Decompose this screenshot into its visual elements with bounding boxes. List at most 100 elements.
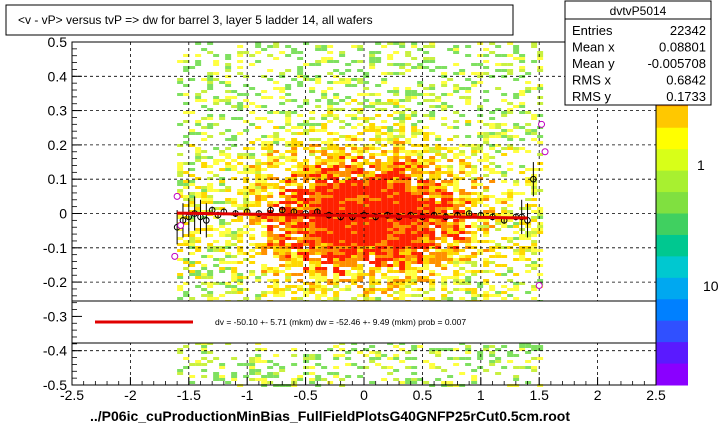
density-cell bbox=[255, 189, 262, 192]
density-cell bbox=[483, 261, 490, 264]
density-cell bbox=[423, 45, 430, 48]
density-cell bbox=[393, 189, 400, 192]
density-cell bbox=[261, 183, 268, 186]
density-cell bbox=[285, 231, 292, 234]
density-cell bbox=[399, 348, 406, 351]
density-cell bbox=[357, 240, 364, 243]
density-cell bbox=[429, 351, 436, 354]
density-cell bbox=[315, 198, 322, 201]
density-cell bbox=[303, 201, 310, 204]
density-cell bbox=[495, 108, 502, 111]
density-cell bbox=[333, 69, 340, 72]
density-cell bbox=[363, 249, 370, 252]
density-cell bbox=[441, 222, 448, 225]
density-cell bbox=[477, 219, 484, 222]
density-cell bbox=[273, 372, 280, 375]
density-cell bbox=[483, 240, 490, 243]
density-cell bbox=[327, 348, 334, 351]
density-cell bbox=[465, 225, 472, 228]
density-cell bbox=[315, 225, 322, 228]
density-cell bbox=[393, 183, 400, 186]
density-cell bbox=[231, 276, 238, 279]
density-cell bbox=[363, 255, 370, 258]
density-cell bbox=[423, 150, 430, 153]
density-cell bbox=[291, 153, 298, 156]
density-cell bbox=[369, 204, 376, 207]
density-cell bbox=[405, 207, 412, 210]
density-cell bbox=[471, 201, 478, 204]
density-cell bbox=[435, 183, 442, 186]
density-cell bbox=[219, 378, 226, 381]
density-cell bbox=[327, 138, 334, 141]
density-cell bbox=[459, 165, 466, 168]
density-cell bbox=[291, 285, 298, 288]
density-cell bbox=[309, 87, 316, 90]
density-cell bbox=[309, 258, 316, 261]
density-cell bbox=[417, 198, 424, 201]
density-cell bbox=[237, 189, 244, 192]
density-cell bbox=[261, 249, 268, 252]
density-cell bbox=[519, 93, 526, 96]
density-cell bbox=[471, 204, 478, 207]
density-cell bbox=[471, 72, 478, 75]
density-cell bbox=[495, 165, 502, 168]
density-cell bbox=[213, 357, 220, 360]
density-cell bbox=[237, 240, 244, 243]
density-cell bbox=[399, 234, 406, 237]
density-cell bbox=[249, 153, 256, 156]
density-cell bbox=[285, 177, 292, 180]
density-cell bbox=[513, 375, 520, 378]
density-cell bbox=[249, 366, 256, 369]
density-cell bbox=[393, 264, 400, 267]
density-cell bbox=[441, 153, 448, 156]
density-cell bbox=[351, 249, 358, 252]
density-cell bbox=[351, 363, 358, 366]
density-cell bbox=[321, 96, 328, 99]
density-cell bbox=[381, 249, 388, 252]
density-cell bbox=[237, 51, 244, 54]
density-cell bbox=[345, 252, 352, 255]
density-cell bbox=[273, 354, 280, 357]
density-cell bbox=[399, 144, 406, 147]
density-cell bbox=[393, 135, 400, 138]
density-cell bbox=[489, 117, 496, 120]
density-cell bbox=[255, 243, 262, 246]
density-cell bbox=[417, 228, 424, 231]
density-cell bbox=[291, 192, 298, 195]
density-cell bbox=[369, 297, 376, 300]
density-cell bbox=[435, 192, 442, 195]
density-cell bbox=[429, 162, 436, 165]
density-cell bbox=[243, 210, 250, 213]
density-cell bbox=[375, 279, 382, 282]
density-cell bbox=[231, 255, 238, 258]
density-cell bbox=[369, 237, 376, 240]
density-cell bbox=[369, 186, 376, 189]
density-cell bbox=[399, 66, 406, 69]
density-cell bbox=[333, 375, 340, 378]
density-cell bbox=[273, 234, 280, 237]
density-cell bbox=[411, 267, 418, 270]
density-cell bbox=[279, 138, 286, 141]
density-cell bbox=[465, 144, 472, 147]
density-cell bbox=[471, 255, 478, 258]
density-cell bbox=[369, 189, 376, 192]
density-cell bbox=[303, 222, 310, 225]
density-cell bbox=[453, 279, 460, 282]
density-cell bbox=[297, 168, 304, 171]
density-cell bbox=[393, 93, 400, 96]
density-cell bbox=[351, 261, 358, 264]
density-cell bbox=[351, 276, 358, 279]
density-cell bbox=[291, 144, 298, 147]
density-cell bbox=[435, 96, 442, 99]
density-cell bbox=[465, 288, 472, 291]
density-cell bbox=[351, 117, 358, 120]
density-cell bbox=[279, 222, 286, 225]
density-cell bbox=[213, 78, 220, 81]
density-cell bbox=[471, 237, 478, 240]
density-cell bbox=[429, 132, 436, 135]
density-cell bbox=[339, 348, 346, 351]
density-cell bbox=[465, 351, 472, 354]
density-cell bbox=[507, 351, 514, 354]
density-cell bbox=[339, 156, 346, 159]
density-cell bbox=[447, 297, 454, 300]
